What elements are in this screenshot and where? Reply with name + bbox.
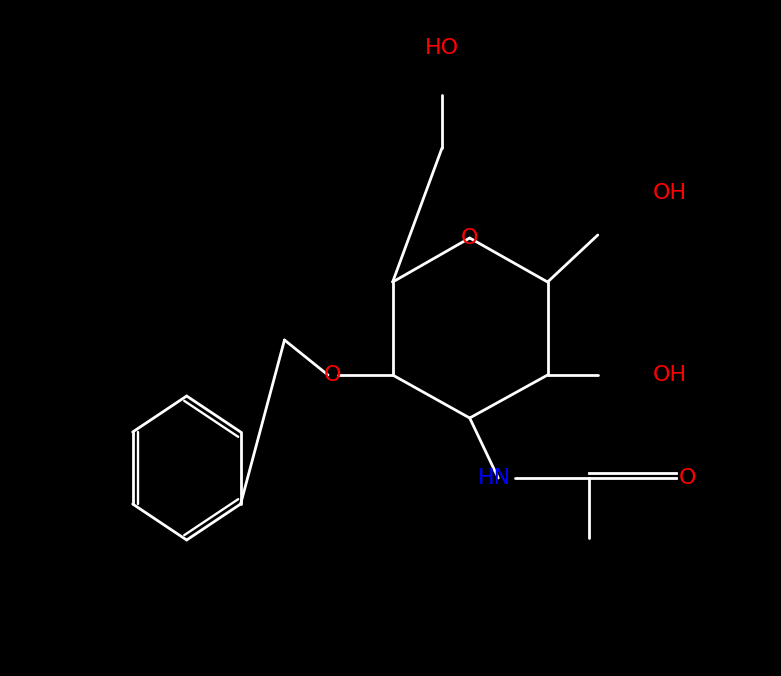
Text: OH: OH [652, 365, 686, 385]
Text: HO: HO [425, 39, 459, 58]
Text: O: O [461, 228, 479, 248]
Text: O: O [324, 365, 341, 385]
Text: OH: OH [652, 183, 686, 203]
Text: O: O [679, 468, 697, 488]
Text: HN: HN [478, 468, 512, 488]
